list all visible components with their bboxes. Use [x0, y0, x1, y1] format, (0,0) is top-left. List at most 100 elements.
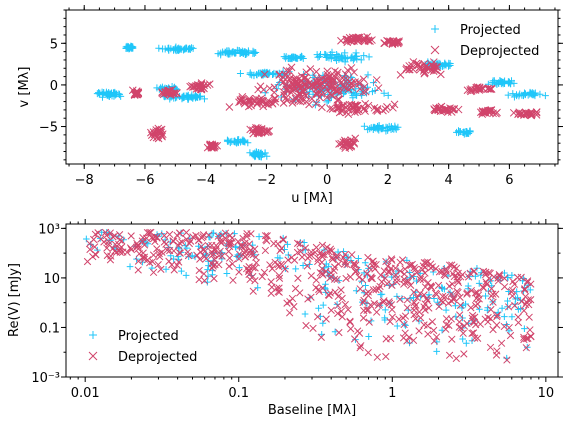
point-deprojected	[335, 328, 343, 337]
point-projected	[256, 69, 264, 77]
point-projected	[291, 53, 299, 61]
point-deprojected	[506, 331, 515, 340]
point-deprojected	[418, 265, 427, 274]
point-deprojected	[201, 247, 209, 255]
point-deprojected	[279, 78, 287, 87]
point-deprojected	[377, 271, 385, 279]
point-deprojected	[493, 312, 501, 321]
point-projected	[236, 264, 243, 271]
point-deprojected	[369, 257, 377, 265]
point-projected	[246, 70, 254, 78]
point-deprojected	[478, 108, 487, 116]
point-projected	[189, 94, 197, 102]
point-deprojected	[301, 81, 309, 90]
point-deprojected	[381, 105, 390, 114]
point-projected	[280, 53, 288, 61]
point-projected	[265, 70, 273, 78]
point-deprojected	[393, 278, 401, 286]
point-deprojected	[115, 240, 123, 249]
point-deprojected	[91, 243, 99, 251]
point-deprojected	[259, 85, 268, 94]
point-deprojected	[333, 86, 341, 95]
point-deprojected	[339, 253, 347, 262]
point-deprojected	[104, 237, 113, 246]
point-projected	[381, 314, 388, 322]
point-deprojected	[189, 233, 197, 241]
point-deprojected	[196, 83, 204, 92]
point-deprojected	[134, 242, 142, 251]
point-deprojected	[428, 318, 437, 326]
point-deprojected	[430, 337, 438, 345]
uv-plane-plot: −8 −6 −4 −2 0 2 4 6 −5 0 5 u [Mλ] v [Mλ] Projected…	[17, 5, 563, 206]
point-deprojected	[325, 248, 333, 256]
point-deprojected	[252, 259, 260, 267]
point-deprojected	[156, 126, 165, 135]
point-deprojected	[508, 286, 517, 294]
point-deprojected	[276, 246, 284, 255]
point-deprojected	[342, 35, 351, 44]
point-deprojected	[460, 350, 468, 358]
point-deprojected	[288, 79, 297, 88]
point-deprojected	[245, 263, 253, 271]
point-projected	[299, 55, 307, 63]
ytick-label: 10⁻³	[31, 371, 60, 386]
point-projected	[83, 235, 90, 243]
point-projected	[200, 95, 208, 103]
point-projected	[214, 50, 222, 58]
xtick-label: 0.01	[71, 386, 100, 401]
point-deprojected	[532, 108, 541, 116]
point-deprojected	[286, 309, 294, 317]
point-deprojected	[368, 36, 376, 44]
xtick-label: 4	[445, 173, 453, 188]
point-deprojected	[412, 301, 420, 309]
point-deprojected	[241, 253, 249, 261]
point-deprojected	[135, 250, 143, 258]
point-deprojected	[316, 249, 324, 258]
point-deprojected	[334, 309, 342, 318]
point-deprojected	[340, 260, 349, 268]
point-deprojected	[279, 99, 288, 107]
point-deprojected	[383, 103, 391, 111]
point-projected	[314, 53, 322, 61]
point-projected	[384, 126, 392, 134]
point-deprojected	[447, 290, 456, 298]
point-deprojected	[326, 89, 335, 98]
point-deprojected	[387, 255, 396, 263]
point-deprojected	[312, 67, 321, 76]
point-deprojected	[432, 264, 440, 273]
point-deprojected	[424, 278, 432, 287]
point-deprojected	[335, 108, 344, 117]
point-projected	[504, 91, 512, 99]
point-deprojected	[344, 305, 352, 314]
point-deprojected	[225, 262, 233, 270]
point-deprojected	[119, 248, 127, 256]
point-projected	[223, 270, 231, 277]
point-deprojected	[436, 70, 445, 79]
point-deprojected	[343, 137, 352, 146]
series-deprojected	[128, 33, 541, 153]
point-deprojected	[301, 73, 310, 82]
point-projected	[464, 285, 472, 293]
point-deprojected	[249, 287, 257, 295]
point-projected	[499, 79, 507, 87]
visibility-ylabel: Re(V) [mJy]	[7, 263, 22, 337]
point-deprojected	[456, 293, 464, 301]
point-deprojected	[202, 254, 210, 263]
point-projected	[126, 263, 134, 270]
point-deprojected	[351, 108, 359, 117]
point-deprojected	[176, 229, 184, 238]
point-deprojected	[492, 290, 500, 298]
point-deprojected	[152, 133, 161, 142]
point-deprojected	[482, 278, 490, 286]
point-deprojected	[383, 36, 391, 45]
point-projected	[380, 89, 388, 97]
point-projected	[180, 94, 188, 102]
point-projected	[404, 306, 412, 314]
point-projected	[353, 55, 361, 63]
point-deprojected	[353, 101, 361, 110]
xtick-label: −2	[257, 173, 276, 188]
point-deprojected	[314, 254, 322, 263]
point-projected	[364, 71, 372, 79]
point-projected	[333, 56, 341, 64]
point-projected	[508, 271, 516, 279]
